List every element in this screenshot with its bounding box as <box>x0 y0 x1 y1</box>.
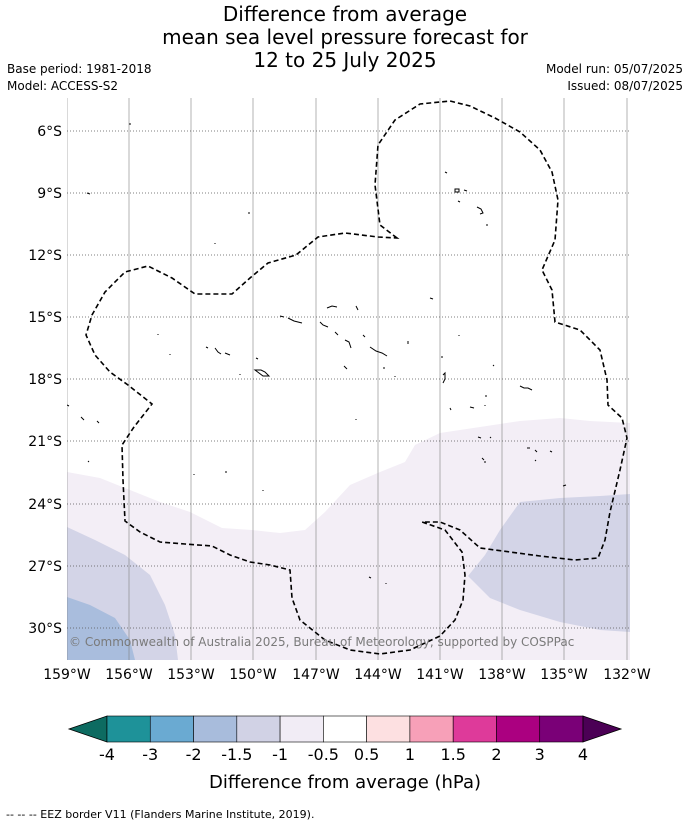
colorbar-segment <box>409 715 454 743</box>
colorbar-segment <box>149 715 194 743</box>
lon-label: 141°W <box>416 667 464 683</box>
lat-label: 24°S <box>28 497 62 513</box>
lon-label: 138°W <box>478 667 526 683</box>
title-line-3: 12 to 25 July 2025 <box>253 48 437 72</box>
colorbar-tick-label: -0.5 <box>308 745 339 764</box>
colorbar-segment <box>193 715 238 743</box>
lat-label: 6°S <box>37 124 62 140</box>
base-period: Base period: 1981-2018 <box>7 62 152 76</box>
lon-label: 132°W <box>603 667 651 683</box>
lat-label: 30°S <box>28 621 62 637</box>
lon-label: 159°W <box>43 667 91 683</box>
anomaly-region-minus-1.5 <box>67 597 135 660</box>
colorbar-segment <box>106 715 151 743</box>
model-name: Model: ACCESS-S2 <box>7 79 119 93</box>
colorbar-over-arrow <box>582 715 623 743</box>
colorbar-label: Difference from average (hPa) <box>209 772 481 793</box>
lat-label: 12°S <box>28 248 62 264</box>
map-panel: © Commonwealth of Australia 2025, Bureau… <box>67 98 630 660</box>
colorbar-tick-label: 3 <box>535 745 545 764</box>
colorbar-tick-label: -2 <box>186 745 202 764</box>
title-line-1: Difference from average <box>222 2 468 26</box>
title-line-2: mean sea level pressure forecast for <box>162 25 528 49</box>
colorbar-segment <box>236 715 281 743</box>
colorbar-tick-label: 1 <box>405 745 415 764</box>
lon-label: 156°W <box>105 667 153 683</box>
colorbar-segment <box>496 715 541 743</box>
colorbar-tick-label: -1 <box>272 745 288 764</box>
lat-label: 15°S <box>28 310 62 326</box>
colorbar-tick-label: -1.5 <box>221 745 252 764</box>
latitude-gridlines <box>67 130 630 629</box>
latitude-labels: 6°S 9°S 12°S 15°S 18°S 21°S 24°S 27°S 30… <box>28 124 62 637</box>
colorbar-ticks: -4 -3 -2 -1.5 -1 -0.5 0.5 1 1.5 2 3 4 <box>99 745 588 764</box>
lat-label: 9°S <box>37 186 62 202</box>
anomaly-region-minus-1-south <box>468 494 630 632</box>
issued-date: Issued: 08/07/2025 <box>567 79 683 93</box>
colorbar-segment <box>452 715 497 743</box>
copyright-notice: © Commonwealth of Australia 2025, Bureau… <box>69 635 574 649</box>
colorbar-segments <box>106 715 584 743</box>
colorbar-tick-label: 0.5 <box>354 745 379 764</box>
lon-label: 150°W <box>229 667 277 683</box>
eez-border-main <box>85 100 628 655</box>
colorbar-segment <box>279 715 324 743</box>
colorbar-segment <box>539 715 584 743</box>
lon-label: 153°W <box>167 667 215 683</box>
lon-label: 135°W <box>540 667 588 683</box>
eez-legend-note: -- -- -- EEZ border V11 (Flanders Marine… <box>6 808 315 821</box>
lon-label: 144°W <box>354 667 402 683</box>
colorbar-under-arrow <box>67 715 108 743</box>
colorbar-tick-label: -4 <box>99 745 115 764</box>
model-run: Model run: 05/07/2025 <box>545 62 683 76</box>
island-outlines <box>67 123 567 584</box>
lon-label: 147°W <box>292 667 340 683</box>
anomaly-region-minus-0.5 <box>67 418 630 660</box>
lat-label: 21°S <box>28 434 62 450</box>
colorbar-tick-label: 4 <box>578 745 588 764</box>
lat-label: 27°S <box>28 559 62 575</box>
colorbar-tick-label: 1.5 <box>440 745 465 764</box>
colorbar-segment <box>366 715 411 743</box>
longitude-labels: 159°W 156°W 153°W 150°W 147°W 144°W 141°… <box>43 667 651 683</box>
colorbar-tick-label: -3 <box>142 745 158 764</box>
colorbar-tick-label: 2 <box>491 745 501 764</box>
colorbar: -4 -3 -2 -1.5 -1 -0.5 0.5 1 1.5 2 3 4 Difference fr… <box>67 715 623 793</box>
colorbar-segment <box>323 715 367 743</box>
lat-label: 18°S <box>28 372 62 388</box>
